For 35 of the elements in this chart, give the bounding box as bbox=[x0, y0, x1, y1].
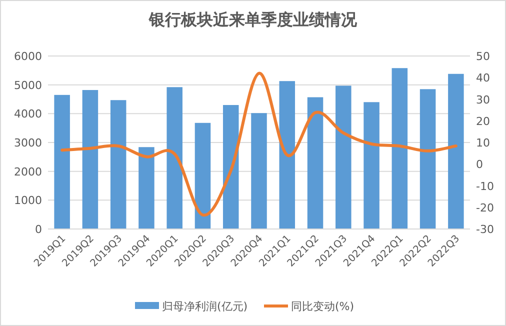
y2-tick-label: 40 bbox=[476, 72, 490, 85]
bar bbox=[110, 100, 126, 229]
line-series bbox=[60, 72, 458, 217]
y2-tick-label: -10 bbox=[476, 180, 494, 193]
y-tick-label: 6000 bbox=[14, 50, 42, 63]
bar bbox=[448, 74, 464, 229]
y-tick-label: 1000 bbox=[14, 194, 42, 208]
y-tick-label: 0 bbox=[35, 223, 42, 236]
bar bbox=[82, 90, 98, 229]
bar bbox=[307, 97, 324, 229]
y2-tick-label: 20 bbox=[476, 114, 490, 128]
y-tick-label: 4000 bbox=[14, 108, 42, 121]
chart-title: 银行板块近来单季度业绩情况 bbox=[148, 10, 358, 29]
bar bbox=[392, 68, 408, 229]
y2-tick-label: 50 bbox=[476, 50, 490, 63]
y2-tick-label: 0 bbox=[476, 158, 483, 172]
bar bbox=[279, 81, 296, 229]
bar bbox=[194, 122, 211, 229]
bar bbox=[54, 94, 70, 229]
y-tick-label: 2000 bbox=[14, 165, 42, 178]
y2-tick-label: -30 bbox=[476, 223, 494, 236]
legend-label: 归母净利润(亿元) bbox=[162, 300, 248, 313]
bar bbox=[364, 102, 380, 229]
bar bbox=[251, 113, 267, 229]
bar bbox=[420, 89, 436, 229]
y2-tick-label: -20 bbox=[476, 201, 494, 214]
bar bbox=[138, 147, 154, 229]
y-tick-label: 3000 bbox=[14, 136, 42, 150]
bar bbox=[222, 105, 239, 229]
y2-tick-label: 30 bbox=[476, 93, 490, 106]
bar bbox=[166, 87, 182, 229]
y-tick-label: 5000 bbox=[14, 78, 42, 92]
bar bbox=[336, 86, 352, 229]
y2-tick-label: 10 bbox=[476, 136, 490, 150]
legend-label: 同比变动(%) bbox=[291, 300, 354, 313]
